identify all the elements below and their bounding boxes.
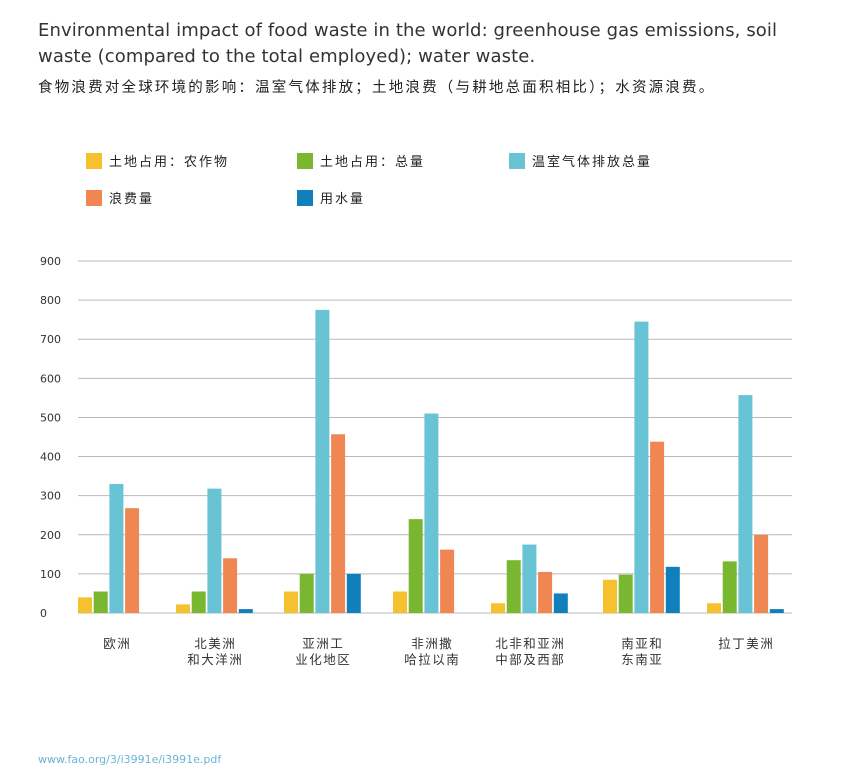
legend-item: 土地占用：总量	[297, 151, 425, 170]
bar	[315, 309, 330, 613]
legend-item: 用水量	[297, 188, 365, 207]
x-category-label: 业化地区	[295, 652, 351, 667]
legend-swatch	[509, 152, 525, 169]
bar	[440, 549, 455, 613]
x-category-label: 哈拉以南	[404, 652, 460, 667]
bar	[618, 574, 633, 613]
bar	[506, 560, 521, 613]
bar	[665, 566, 680, 613]
x-category-label: 欧洲	[103, 636, 131, 651]
legend-swatch	[297, 152, 313, 169]
x-category-label: 拉丁美洲	[718, 636, 774, 651]
chart-title-english: Environmental impact of food waste in th…	[38, 20, 778, 67]
bar	[424, 413, 439, 613]
y-tick-label: 200	[40, 529, 61, 542]
bar	[346, 573, 361, 613]
chart-title-chinese: 食物浪费对全球环境的影响：温室气体排放；土地浪费（与耕地总面积相比）；水资源浪费…	[38, 80, 716, 96]
bar	[191, 591, 206, 613]
bar	[738, 395, 753, 613]
legend-item: 土地占用：农作物	[86, 151, 229, 170]
x-category-label: 南亚和	[621, 636, 663, 651]
source-link[interactable]: www.fao.org/3/i3991e/i3991e.pdf	[38, 753, 222, 766]
bar	[553, 593, 568, 613]
bar	[299, 573, 314, 613]
bar	[538, 571, 553, 613]
bar	[603, 579, 617, 613]
y-tick-label: 900	[40, 255, 61, 268]
bar	[393, 591, 407, 613]
bar	[109, 483, 124, 613]
bar	[769, 609, 784, 613]
y-tick-label: 300	[40, 490, 61, 503]
legend-label: 土地占用：总量	[320, 155, 426, 170]
legend-item: 浪费量	[86, 188, 154, 207]
legend-swatch	[297, 189, 313, 206]
bar	[650, 441, 665, 613]
bar	[634, 321, 649, 613]
bar	[491, 603, 505, 613]
y-tick-label: 100	[40, 568, 61, 581]
bar	[754, 534, 769, 613]
legend-swatch	[86, 189, 102, 206]
bar	[78, 597, 92, 613]
x-category-label: 北非和亚洲	[495, 636, 565, 651]
bar	[176, 604, 190, 613]
y-tick-label: 600	[40, 372, 61, 385]
x-category-label: 北美洲	[194, 636, 236, 651]
legend-label: 浪费量	[109, 192, 155, 207]
y-tick-label: 0	[40, 607, 47, 620]
legend-label: 用水量	[320, 192, 366, 207]
legend-swatch	[86, 152, 102, 169]
bar	[93, 591, 108, 613]
bar	[125, 508, 140, 613]
legend-label: 温室气体排放总量	[532, 155, 653, 170]
y-tick-label: 700	[40, 333, 61, 346]
bar	[707, 603, 721, 613]
x-category-label: 中部及西部	[495, 652, 565, 667]
bar	[331, 434, 346, 613]
x-category-label: 非洲撒	[411, 636, 453, 651]
bar	[408, 519, 423, 613]
y-tick-label: 400	[40, 451, 61, 464]
bar	[284, 591, 298, 613]
y-tick-label: 500	[40, 411, 61, 424]
bar	[207, 488, 222, 613]
bar	[223, 558, 238, 613]
legend-label: 土地占用：农作物	[109, 155, 230, 170]
x-category-label: 亚洲工	[302, 636, 344, 651]
bar	[238, 609, 253, 613]
bar	[722, 561, 737, 613]
x-category-label: 东南亚	[621, 652, 663, 667]
bar	[522, 544, 537, 613]
x-category-label: 和大洋洲	[187, 652, 243, 667]
y-tick-label: 800	[40, 294, 61, 307]
legend-item: 温室气体排放总量	[509, 151, 652, 170]
